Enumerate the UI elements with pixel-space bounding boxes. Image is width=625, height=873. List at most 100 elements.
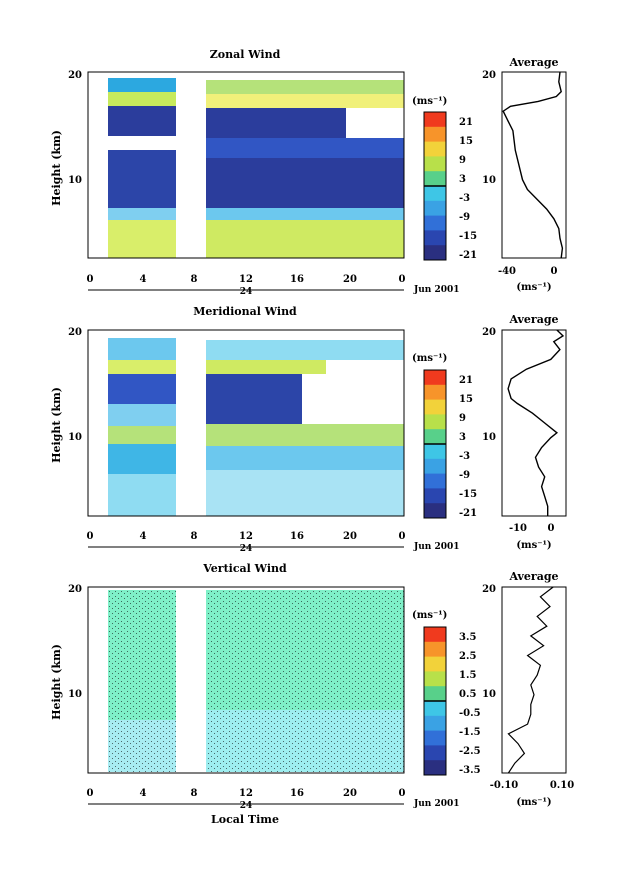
profile-y-tick: 10 [482, 175, 496, 186]
colorbar: (ms⁻¹) 21 15 9 3 -3 -9 -15 -21 [412, 96, 477, 261]
colorbar-swatch [424, 171, 446, 187]
date-bar: 24 Jun 2001 [88, 285, 460, 297]
colorbar-tick-label: 15 [459, 136, 473, 147]
plot-frame [87, 71, 405, 259]
x-tick-label: 12 [239, 788, 253, 799]
x-tick-label: 4 [140, 788, 147, 799]
y-tick-label: 20 [68, 584, 82, 595]
x-tick-label: 0 [87, 788, 94, 799]
profile-frame [501, 586, 567, 774]
y-tick-label: 20 [68, 327, 82, 338]
month-label: Jun 2001 [413, 285, 460, 295]
date-bar: 24 Jun 2001 [88, 542, 460, 554]
colorbar: (ms⁻¹) 21 15 9 3 -3 -9 -15 -21 [412, 353, 477, 519]
colorbar-swatch [424, 215, 446, 231]
profile-x-tick: 0.10 [550, 780, 574, 791]
plot-frame [87, 586, 405, 774]
colorbar-swatch [424, 503, 446, 519]
profile-frame [501, 71, 567, 259]
colorbar-swatch [424, 384, 446, 401]
profile-title: Average [508, 313, 558, 326]
x-tick-label: 4 [140, 531, 147, 542]
profile-y-tick: 20 [482, 70, 496, 81]
colorbar-swatch [424, 444, 446, 460]
colorbar-tick-label: -9 [459, 470, 470, 481]
date-label: 24 [240, 287, 253, 297]
date-bar: 24 Jun 2001 [88, 799, 460, 811]
colorbar-tick-label: -3.5 [459, 765, 481, 776]
heatmap-field [108, 338, 404, 516]
profile-y-tick: 20 [482, 584, 496, 595]
x-axis-label: Local Time [211, 813, 279, 826]
colorbar-swatches [423, 111, 447, 261]
profile-title: Average [508, 56, 558, 69]
colorbar-tick-label: 3 [459, 432, 466, 443]
x-axis-ticks: 0 4 8 12 16 20 0 [87, 274, 406, 285]
month-label: Jun 2001 [413, 542, 460, 552]
x-tick-label: 0 [399, 531, 406, 542]
colorbar-swatch [424, 245, 446, 261]
x-tick-label: 16 [290, 531, 304, 542]
profile-x-tick: 0 [551, 266, 558, 277]
month-label: Jun 2001 [413, 799, 460, 809]
profile-x-label: (ms⁻¹) [516, 282, 551, 293]
profile-x-tick: 0 [548, 523, 555, 534]
profile-line [507, 329, 565, 516]
colorbar-swatch [424, 126, 446, 143]
x-tick-label: 20 [343, 274, 357, 285]
x-tick-label: 4 [140, 274, 147, 285]
panel-title: Zonal Wind [210, 48, 281, 61]
x-tick-label: 20 [343, 531, 357, 542]
colorbar-swatch [424, 186, 446, 202]
x-tick-label: 8 [191, 788, 198, 799]
colorbar-swatch [424, 141, 446, 157]
profile-x-tick: -10 [509, 523, 527, 534]
colorbar-swatch [424, 686, 446, 702]
colorbar-swatch [424, 230, 446, 246]
colorbar-swatch [424, 745, 446, 761]
colorbar-swatch [424, 715, 446, 732]
colorbar-swatch [424, 200, 446, 217]
profile-line [502, 71, 564, 259]
y-tick-label: 10 [68, 689, 82, 700]
colorbar-tick-label: -0.5 [459, 708, 481, 719]
y-axis-label: Height (km) [50, 644, 63, 720]
plot-frame [87, 329, 405, 517]
x-tick-label: 0 [87, 531, 94, 542]
date-label: 24 [240, 801, 253, 811]
profile-frame [501, 329, 567, 517]
colorbar-tick-label: 21 [459, 117, 473, 128]
panel-title: Vertical Wind [202, 562, 287, 575]
x-axis-ticks: 0 4 8 12 16 20 0 [87, 531, 406, 542]
profile-x-tick: -40 [498, 266, 516, 277]
colorbar-swatch [424, 701, 446, 717]
x-tick-label: 0 [399, 788, 406, 799]
colorbar-tick-label: -3 [459, 451, 470, 462]
profile-x-label: (ms⁻¹) [516, 797, 551, 808]
colorbar-tick-label: -15 [459, 231, 477, 242]
colorbar-swatch [424, 458, 446, 475]
colorbar-swatches [423, 369, 447, 519]
y-tick-label: 10 [68, 432, 82, 443]
y-axis-label: Height (km) [50, 387, 63, 463]
colorbar-tick-label: -2.5 [459, 746, 481, 757]
x-tick-label: 8 [191, 531, 198, 542]
colorbar-tick-label: 1.5 [459, 670, 476, 681]
heatmap-field [108, 78, 404, 258]
colorbar-tick-label: -21 [459, 508, 477, 519]
colorbar-tick-label: 9 [459, 155, 466, 166]
colorbar: (ms⁻¹) 3.5 2.5 1.5 0.5 -0.5 -1.5 -2.5 -3… [412, 610, 481, 776]
profile-y-tick: 10 [482, 689, 496, 700]
x-tick-label: 20 [343, 788, 357, 799]
colorbar-tick-label: -15 [459, 489, 477, 500]
colorbar-swatch [424, 370, 446, 386]
colorbar-tick-label: -21 [459, 250, 477, 261]
colorbar-swatch [424, 473, 446, 489]
y-axis-label: Height (km) [50, 130, 63, 206]
panel-title: Meridional Wind [193, 305, 297, 318]
colorbar-swatch [424, 156, 446, 172]
average-profile: Average 20 10 -10 0 (ms⁻¹) [482, 313, 567, 551]
x-tick-label: 0 [399, 274, 406, 285]
colorbar-swatch [424, 627, 446, 643]
